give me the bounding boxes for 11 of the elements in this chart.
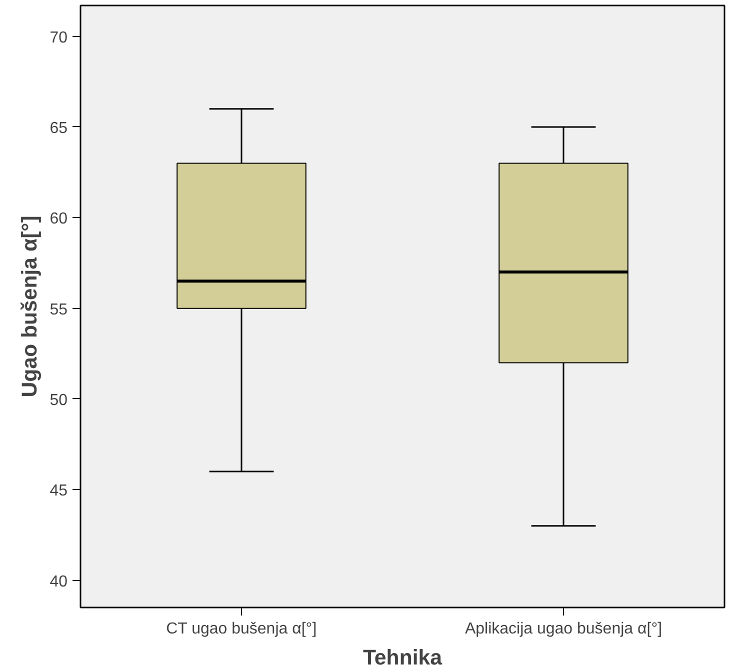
y-tick-label: 50 xyxy=(50,392,68,409)
y-axis-title: Ugao bušenja α[°] xyxy=(18,216,42,398)
y-tick-label: 70 xyxy=(50,29,68,46)
y-tick-label: 55 xyxy=(50,301,68,318)
x-tick-label: CT ugao bušenja α[°] xyxy=(166,620,317,638)
y-tick-label: 60 xyxy=(50,210,68,228)
y-tick-label: 40 xyxy=(50,573,68,590)
y-tick-label: 45 xyxy=(50,482,68,500)
x-tick-label: Aplikacija ugao bušenja α[°] xyxy=(464,620,662,638)
y-tick-label: 65 xyxy=(50,120,68,137)
x-axis-title: Tehnika xyxy=(362,646,442,670)
